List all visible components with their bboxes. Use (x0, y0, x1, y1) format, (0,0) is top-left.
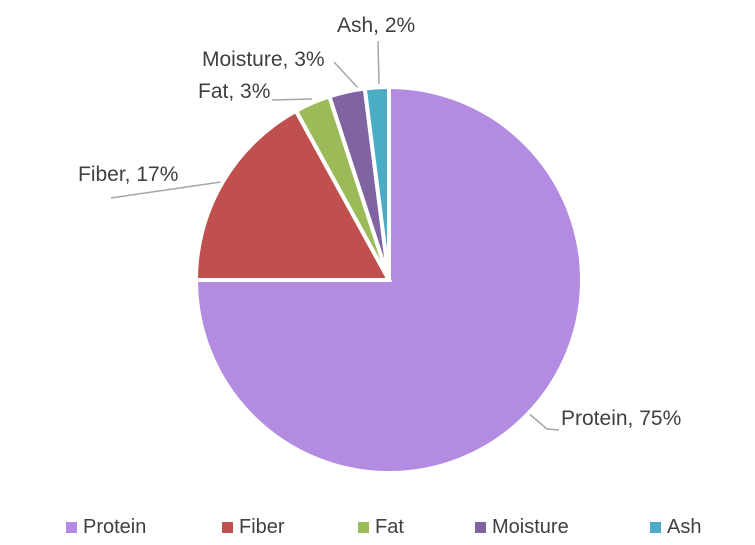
legend-marker-ash-icon (650, 521, 661, 533)
leader-lines (110, 40, 560, 431)
pie-slice-fiber (193, 108, 393, 282)
data-label-fat: Fat, 3% (198, 80, 271, 103)
legend-marker-fiber-icon (222, 521, 233, 533)
data-label-protein: Protein, 75% (561, 407, 682, 430)
pie-slice-ash (362, 84, 391, 281)
legend-item-protein: Protein (66, 514, 146, 540)
legend-item-fiber: Fiber (222, 514, 285, 540)
legend-label-protein: Protein (83, 515, 147, 538)
legend-item-fat: Fat (358, 514, 404, 540)
leader-line-fiber (110, 181, 222, 199)
data-label-fiber: Fiber, 17% (78, 163, 179, 186)
legend-item-moisture: Moisture (475, 514, 569, 540)
legend-label-ash: Ash (667, 515, 702, 538)
leader-line-protein (526, 411, 560, 431)
pie-slices (193, 84, 584, 475)
legend-label-fiber: Fiber (239, 515, 285, 538)
legend-item-ash: Ash (650, 514, 701, 540)
legend-label-fat: Fat (375, 515, 404, 538)
data-label-ash: Ash, 2% (337, 14, 416, 37)
legend-marker-fat-icon (358, 521, 369, 533)
legend-marker-protein-icon (66, 521, 77, 533)
leader-line-fat (271, 98, 313, 101)
data-label-moisture: Moisture, 3% (202, 48, 325, 71)
legend-marker-moisture-icon (475, 521, 486, 533)
leader-line-ash (377, 40, 380, 85)
pie-slice-protein (193, 84, 584, 475)
legend-label-moisture: Moisture (492, 515, 569, 538)
leader-line-moisture (333, 61, 359, 89)
